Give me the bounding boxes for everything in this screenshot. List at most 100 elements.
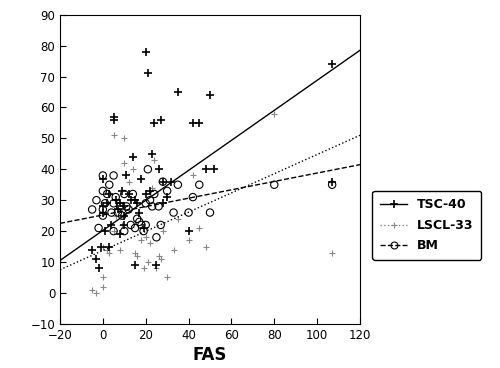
Point [94,225,102,231]
Point [99,176,107,181]
Point [120,160,128,166]
Point [328,179,336,185]
Point [120,213,128,219]
Point [136,210,143,216]
Point [154,204,162,209]
Point [131,197,139,203]
Point [210,166,218,172]
Point [101,228,109,234]
Point [202,166,209,172]
Point [99,213,107,219]
Point [103,191,111,197]
Point [120,222,128,228]
Point [156,256,164,262]
Legend: TSC-40, LSCL-33, BM: TSC-40, LSCL-33, BM [372,191,481,260]
Point [163,188,171,194]
Point [152,234,160,240]
Point [114,210,122,216]
Point [202,244,209,250]
Point [99,275,107,280]
Point [106,244,114,250]
Point [184,210,192,216]
Point [206,92,214,98]
Point [150,120,158,126]
Point [174,182,182,188]
Point [126,197,134,203]
Point [159,179,167,185]
Point [103,200,111,206]
Point [156,222,164,228]
Point [131,262,139,268]
Point [124,179,132,185]
Point [156,117,164,123]
Point [106,250,114,256]
Point [196,182,203,188]
Point [142,222,150,228]
Point [110,117,118,123]
Point [110,114,118,120]
Point [110,173,118,178]
Point [116,204,124,209]
Point [144,71,152,77]
Point [133,200,141,206]
Point [92,197,100,203]
Point [138,176,145,181]
Point [99,284,107,290]
Point [116,247,124,252]
Point [99,206,107,212]
Point [118,222,126,228]
Point [142,191,150,197]
Point [129,154,137,160]
Point [110,228,118,234]
Point [103,247,111,252]
Point [118,213,126,219]
Point [328,182,336,188]
Point [99,173,107,178]
Point [146,188,154,194]
Point [114,206,122,212]
Point [124,191,132,197]
Point [142,234,150,240]
Point [148,151,156,157]
Point [270,111,278,117]
Point [110,228,118,234]
Point [99,210,107,216]
Point [120,191,128,197]
Point [120,228,128,234]
Point [112,197,120,203]
Point [159,179,167,185]
Point [129,191,137,197]
Point [120,204,128,209]
Point [122,173,130,178]
Point [148,204,156,209]
Point [142,200,150,206]
Point [154,253,162,259]
Point [106,191,114,197]
Point [168,179,175,185]
Point [152,265,160,271]
Point [129,166,137,172]
Point [163,275,171,280]
Point [131,250,139,256]
Point [148,185,156,191]
Point [92,256,100,262]
Point [122,204,130,209]
Point [106,182,114,188]
Point [140,225,147,231]
Point [88,287,96,293]
X-axis label: FAS: FAS [193,346,227,364]
Point [184,228,192,234]
Point [196,225,203,231]
Point [116,200,124,206]
Point [124,206,132,212]
Point [159,228,167,234]
Point [101,200,109,206]
Point [189,173,197,178]
Point [116,231,124,237]
Point [88,206,96,212]
Point [133,216,141,222]
Point [140,228,147,234]
Point [146,241,154,247]
Point [110,132,118,138]
Point [189,194,197,200]
